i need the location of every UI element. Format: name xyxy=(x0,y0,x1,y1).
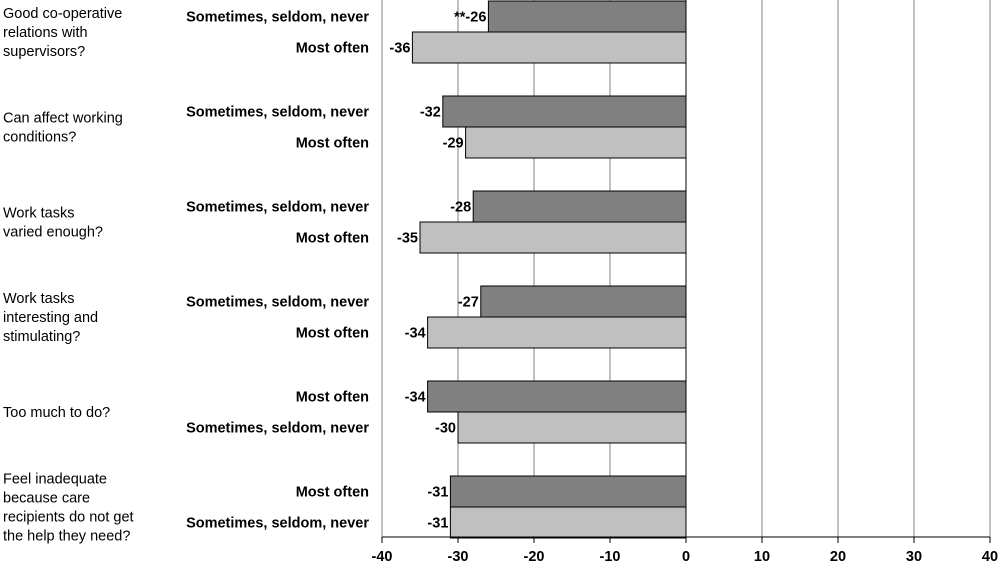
data-label: -27 xyxy=(458,295,479,311)
data-label: -34 xyxy=(405,326,426,342)
bar-category-label: Sometimes, seldom, never xyxy=(186,421,369,437)
data-label: -31 xyxy=(427,516,448,532)
question-label: Too much to do? xyxy=(3,405,110,421)
question-label: supervisors? xyxy=(3,44,85,60)
bar-light xyxy=(449,506,687,539)
bar-dark xyxy=(449,475,687,508)
bars xyxy=(411,0,687,539)
data-label: **-26 xyxy=(454,10,486,26)
question-label: because care xyxy=(3,491,90,507)
bar-category-label: Sometimes, seldom, never xyxy=(186,295,369,311)
bar-category-label: Sometimes, seldom, never xyxy=(186,200,369,216)
question-label: Work tasks xyxy=(3,291,74,307)
data-label: -36 xyxy=(389,41,410,57)
data-label: -28 xyxy=(450,200,471,216)
bar-dark xyxy=(480,285,687,318)
bar-light xyxy=(419,221,687,254)
x-tick-label: -30 xyxy=(448,549,469,565)
data-label: -32 xyxy=(420,105,441,121)
data-label: -34 xyxy=(405,390,426,406)
question-label: interesting and xyxy=(3,310,98,326)
question-label: Can affect working xyxy=(3,111,123,127)
data-label: -35 xyxy=(397,231,418,247)
bar-category-label: Sometimes, seldom, never xyxy=(186,105,369,121)
bar-category-label: Sometimes, seldom, never xyxy=(186,10,369,26)
x-tick-label: 0 xyxy=(682,549,690,565)
bar-light xyxy=(465,126,687,159)
x-tick-label: 20 xyxy=(830,549,846,565)
x-tick-label: -10 xyxy=(600,549,621,565)
question-label: the help they need? xyxy=(3,529,130,545)
bar-category-label: Sometimes, seldom, never xyxy=(186,516,369,532)
x-tick-label: 40 xyxy=(982,549,998,565)
bar-category-label: Most often xyxy=(296,390,369,406)
x-tick-label: -40 xyxy=(372,549,393,565)
bar-dark xyxy=(487,0,687,33)
bar-light xyxy=(411,31,687,64)
bar-dark xyxy=(472,190,687,223)
bar-dark xyxy=(442,95,687,128)
question-label: conditions? xyxy=(3,130,76,146)
bar-light xyxy=(427,316,687,349)
bar-category-label: Most often xyxy=(296,326,369,342)
data-label: -29 xyxy=(443,136,464,152)
question-label: Good co-operative xyxy=(3,6,122,22)
bar-category-label: Most often xyxy=(296,231,369,247)
question-label: stimulating? xyxy=(3,329,80,345)
bar-category-label: Most often xyxy=(296,41,369,57)
labels: Good co-operative relations with superviso… xyxy=(3,6,486,545)
bar-light xyxy=(457,411,687,444)
bar-category-label: Most often xyxy=(296,136,369,152)
x-tick-label: -20 xyxy=(524,549,545,565)
question-label: relations with xyxy=(3,25,88,41)
x-tick-label: 30 xyxy=(906,549,922,565)
bar-dark xyxy=(427,380,687,413)
data-label: -30 xyxy=(435,421,456,437)
x-axis: -40 -30 -20 -10 0 10 20 30 40 xyxy=(372,0,998,565)
question-label: recipients do not get xyxy=(3,510,134,526)
question-label: varied enough? xyxy=(3,225,103,241)
question-label: Feel inadequate xyxy=(3,472,107,488)
data-label: -31 xyxy=(427,485,448,501)
x-tick-label: 10 xyxy=(754,549,770,565)
question-label: Work tasks xyxy=(3,206,74,222)
bar-category-label: Most often xyxy=(296,485,369,501)
